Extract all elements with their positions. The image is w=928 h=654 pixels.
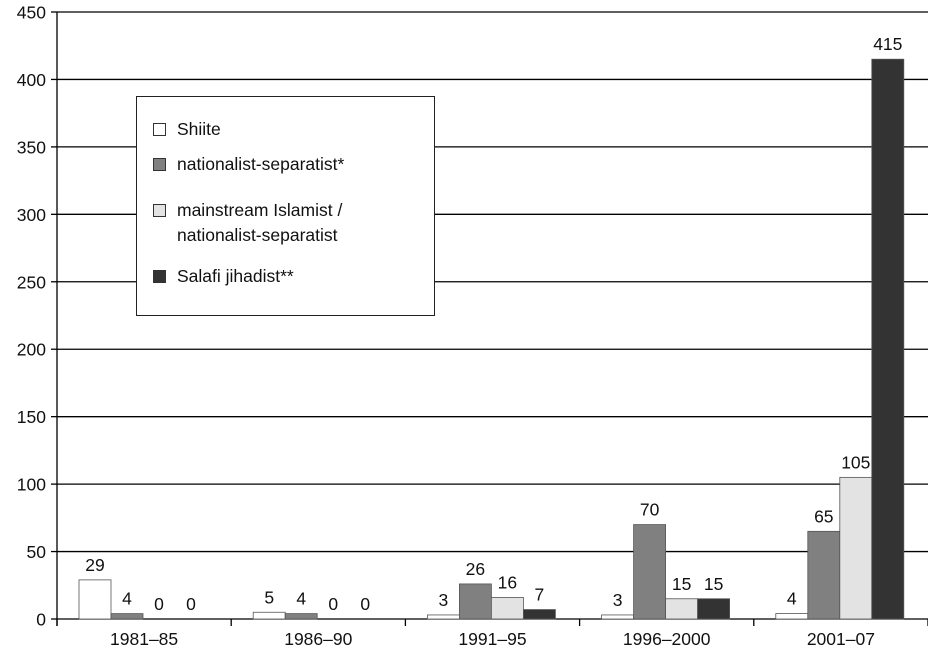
- legend-label-mainstream-islamist: mainstream Islamist / nationalist-separa…: [177, 200, 343, 245]
- legend-swatch-mainstream-islamist: [153, 204, 166, 217]
- bar: [807, 530, 841, 620]
- legend-swatch-shiite: [153, 123, 166, 136]
- data-label: 7: [535, 585, 545, 605]
- data-label: 4: [787, 589, 797, 609]
- y-tick-label: 300: [17, 205, 46, 225]
- data-label: 29: [85, 555, 104, 575]
- bar: [697, 598, 730, 620]
- data-label: 0: [186, 594, 196, 614]
- data-label: 0: [328, 594, 338, 614]
- y-tick-label: 50: [27, 542, 47, 562]
- y-tick-label: 150: [17, 407, 46, 427]
- y-tick-label: 100: [17, 475, 46, 495]
- x-tick-label: 2001–07: [807, 629, 875, 649]
- data-label: 3: [613, 590, 623, 610]
- y-tick-label: 400: [17, 70, 46, 90]
- x-tick-label: 1991–95: [458, 629, 526, 649]
- bar: [426, 614, 460, 620]
- data-label: 105: [841, 452, 870, 472]
- data-label: 5: [264, 587, 274, 607]
- data-label: 4: [122, 589, 132, 609]
- x-tick-label: 1996–2000: [623, 629, 711, 649]
- bar: [523, 609, 556, 620]
- data-label: 3: [439, 590, 449, 610]
- y-tick-label: 200: [17, 340, 46, 360]
- data-label: 15: [704, 574, 723, 594]
- legend: Shiite nationalist-separatist* mainstrea…: [136, 96, 435, 316]
- data-label: 415: [873, 34, 902, 54]
- legend-item-shiite: Shiite: [153, 117, 221, 142]
- data-label: 26: [466, 559, 485, 579]
- bar: [458, 583, 492, 620]
- bar: [110, 613, 144, 620]
- legend-item-nationalist-separatist: nationalist-separatist*: [153, 152, 344, 177]
- data-label: 16: [498, 572, 517, 592]
- data-label: 0: [154, 594, 164, 614]
- legend-swatch-nationalist-separatist: [153, 158, 166, 171]
- data-label: 4: [296, 589, 306, 609]
- legend-label-nationalist-separatist: nationalist-separatist*: [177, 154, 345, 174]
- y-tick-label: 250: [17, 272, 46, 292]
- bar: [78, 579, 112, 620]
- data-label: 15: [672, 574, 691, 594]
- bar: [839, 476, 873, 620]
- legend-swatch-salafi-jihadist: [153, 270, 166, 283]
- y-tick-label: 0: [36, 610, 46, 630]
- bar: [601, 614, 634, 620]
- bar: [252, 611, 286, 620]
- bar: [284, 613, 318, 620]
- y-tick-label: 350: [17, 137, 46, 157]
- legend-label-salafi-jihadist: Salafi jihadist**: [177, 266, 294, 286]
- bar: [871, 58, 905, 620]
- x-tick-label: 1981–85: [110, 629, 178, 649]
- legend-item-salafi-jihadist: Salafi jihadist**: [153, 264, 294, 289]
- bar: [775, 613, 809, 620]
- data-label: 65: [814, 506, 833, 526]
- y-tick-label: 450: [17, 3, 46, 23]
- bar: [490, 597, 524, 620]
- legend-item-mainstream-islamist: mainstream Islamist / nationalist-separa…: [153, 198, 342, 248]
- x-tick-label: 1986–90: [284, 629, 352, 649]
- legend-label-shiite: Shiite: [177, 119, 221, 139]
- bar: [633, 524, 666, 620]
- bar: [665, 598, 698, 620]
- data-label: 70: [640, 500, 660, 520]
- data-label: 0: [360, 594, 370, 614]
